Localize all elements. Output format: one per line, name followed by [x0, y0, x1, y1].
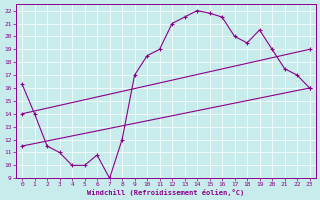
X-axis label: Windchill (Refroidissement éolien,°C): Windchill (Refroidissement éolien,°C): [87, 189, 244, 196]
